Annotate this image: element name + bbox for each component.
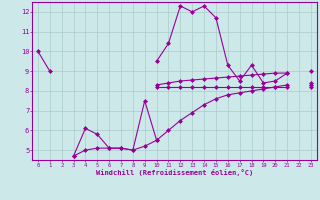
- X-axis label: Windchill (Refroidissement éolien,°C): Windchill (Refroidissement éolien,°C): [96, 169, 253, 176]
